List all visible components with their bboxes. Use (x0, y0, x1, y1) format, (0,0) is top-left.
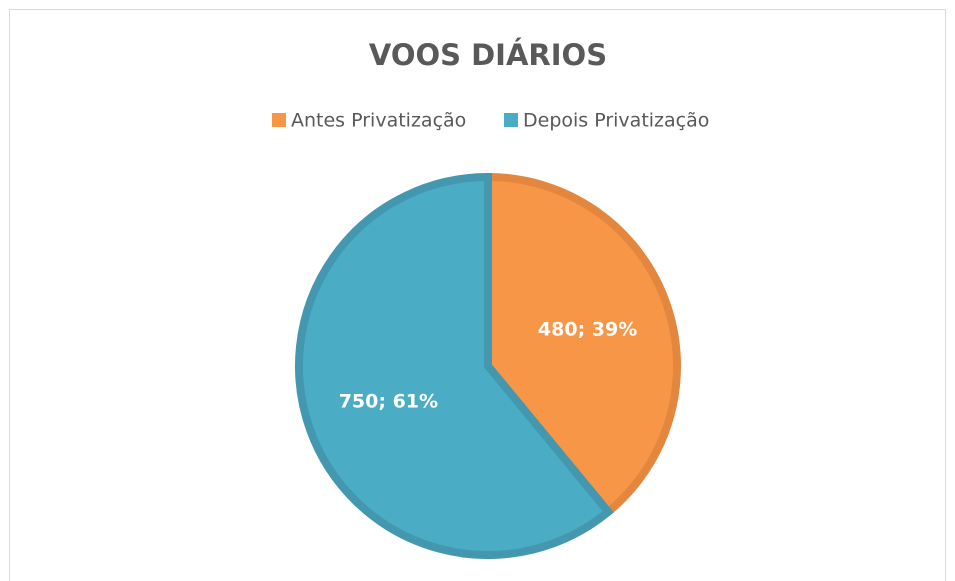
legend-label: Depois Privatização (523, 110, 709, 132)
legend-swatch (272, 113, 286, 127)
legend-swatch (504, 113, 518, 127)
pie-slice (295, 172, 614, 559)
data-label: 480; 39% (538, 319, 637, 341)
data-label: 750; 61% (339, 390, 438, 412)
pie-slice (484, 172, 681, 518)
chart-title: VOOS DIÁRIOS (369, 38, 607, 72)
legend-label: Antes Privatização (291, 110, 466, 132)
